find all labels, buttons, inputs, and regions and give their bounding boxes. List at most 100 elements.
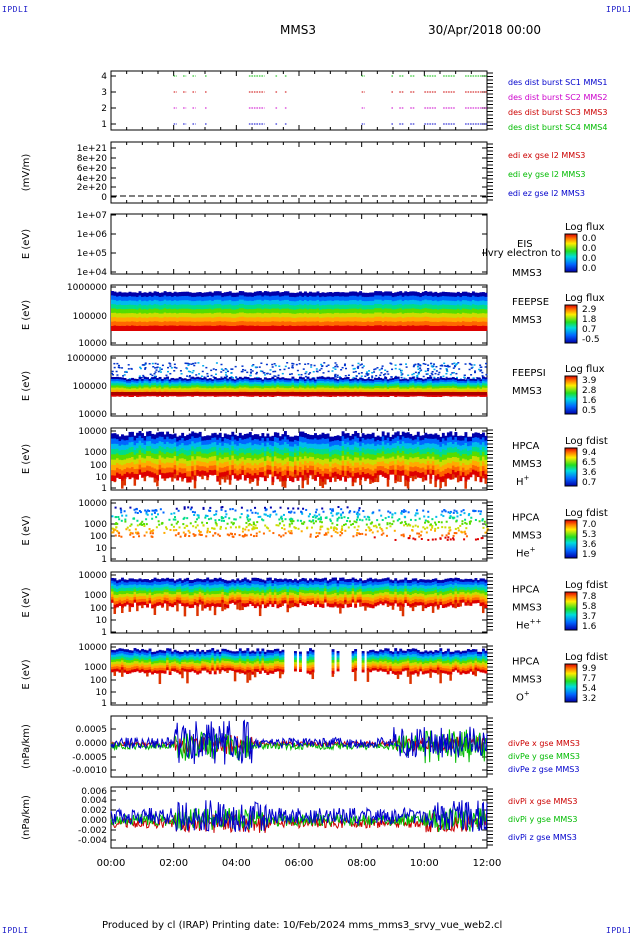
spectrogram-cell — [442, 304, 445, 309]
spectrogram-cell — [214, 317, 217, 322]
spectrogram-cell — [199, 461, 202, 466]
spectrogram-cell — [427, 292, 430, 297]
spectrogram-cell — [294, 293, 297, 298]
scatter-dot — [469, 369, 471, 371]
spectrogram-cell — [414, 317, 417, 322]
colorbar-title: Log flux — [565, 293, 605, 304]
spectrogram-cell — [236, 451, 239, 456]
spectrogram-cell — [382, 296, 385, 301]
spectrogram-cell — [181, 474, 184, 480]
scatter-dot — [354, 368, 356, 370]
scatter-dot — [288, 367, 290, 369]
spectrogram-cell — [264, 451, 267, 456]
spectrogram-cell — [226, 309, 229, 314]
spectrogram-cell — [189, 444, 192, 450]
spectrogram-cell — [149, 466, 152, 472]
colorbar-tick-label: 0.0 — [582, 264, 597, 274]
spectrogram-cell — [337, 474, 340, 479]
spectrogram-cell — [219, 313, 222, 318]
spectrogram-cell — [124, 436, 127, 441]
spectrogram-cell — [124, 450, 127, 455]
spectrogram-cell — [387, 300, 390, 305]
spectrogram-cell — [432, 322, 435, 327]
spectrogram-cell — [221, 301, 224, 306]
spectrogram-cell — [241, 435, 244, 440]
spectrogram-cell — [201, 453, 204, 458]
spectrogram-cell — [151, 463, 154, 468]
spectrogram-cell — [196, 456, 199, 461]
scatter-dot — [173, 370, 175, 372]
spectrogram-cell — [484, 301, 487, 306]
spectrogram-cell — [304, 321, 307, 326]
spectrogram-cell — [382, 461, 385, 466]
spectrogram-cell — [169, 313, 172, 318]
spectrogram-cell — [357, 433, 360, 438]
spectrogram-cell — [312, 475, 315, 480]
spectrogram-cell — [136, 438, 139, 444]
spectrogram-cell — [479, 322, 482, 327]
spectrogram-cell — [284, 309, 287, 314]
spectrogram-cell — [397, 317, 400, 322]
spectrogram-cell — [387, 296, 390, 301]
spectrogram-cell — [129, 458, 132, 464]
spectrogram-cell — [196, 317, 199, 322]
spectrogram-cell — [201, 305, 204, 310]
spectrogram-cell — [302, 481, 305, 488]
spectrogram-cell — [407, 317, 410, 322]
spectrogram-cell — [259, 463, 262, 468]
spectrogram-cell — [479, 296, 482, 301]
spectrogram-cell — [111, 291, 114, 296]
scatter-dot — [255, 366, 257, 368]
spectrogram-cell — [377, 436, 380, 441]
spectrogram-cell — [354, 442, 357, 448]
spectrogram-cell — [196, 438, 199, 443]
spectrogram-cell — [344, 476, 347, 482]
spectrogram-cell — [176, 461, 179, 466]
spectrogram-cell — [286, 322, 289, 327]
spectrogram-cell — [354, 463, 357, 469]
spectrogram-cell — [289, 317, 292, 322]
spectrogram-cell — [161, 292, 164, 297]
spectrogram-cell — [114, 317, 117, 322]
scatter-dot — [205, 367, 207, 369]
spectrogram-cell — [286, 309, 289, 314]
spectrogram-cell — [164, 473, 167, 478]
spectrogram-cell — [347, 471, 350, 476]
spectrogram-cell — [342, 296, 345, 301]
spectrogram-cell — [149, 446, 152, 452]
spectrogram-cell — [389, 313, 392, 318]
spectrogram-cell — [214, 465, 217, 470]
spectrogram-cell — [119, 317, 122, 322]
spectrogram-cell — [369, 439, 372, 445]
spectrogram-cell — [246, 309, 249, 314]
spectrogram-cell — [357, 292, 360, 297]
scatter-dot — [221, 368, 223, 370]
spectrogram-cell — [126, 301, 129, 306]
spectrogram-cell — [414, 300, 417, 305]
spectrogram-cell — [244, 454, 247, 460]
spectrogram-cell — [176, 446, 179, 451]
spectrogram-cell — [181, 443, 184, 449]
spectrogram-cell — [116, 292, 119, 297]
spectrogram-cell — [191, 476, 194, 480]
spectrogram-cell — [224, 305, 227, 310]
spectrogram-cell — [279, 476, 282, 481]
spectrogram-cell — [239, 469, 242, 475]
spectrogram-cell — [364, 322, 367, 327]
spectrogram-cell — [281, 296, 284, 301]
spectrogram-cell — [332, 297, 335, 302]
spectrogram-cell — [191, 301, 194, 306]
spectrogram-cell — [384, 459, 387, 464]
scatter-dot — [451, 363, 453, 365]
spectrogram-cell — [214, 456, 217, 461]
scatter-dot — [479, 364, 481, 366]
spectrogram-cell — [179, 472, 182, 477]
y-tick-label: 1000 — [84, 448, 107, 458]
spectrogram-cell — [374, 460, 377, 465]
spectrogram-cell — [314, 449, 317, 455]
spectrogram-cell — [164, 317, 167, 322]
spectrogram-cell — [251, 450, 254, 456]
spectrogram-cell — [209, 474, 212, 475]
spectrogram-cell — [244, 301, 247, 306]
spectrogram-cell — [286, 317, 289, 322]
